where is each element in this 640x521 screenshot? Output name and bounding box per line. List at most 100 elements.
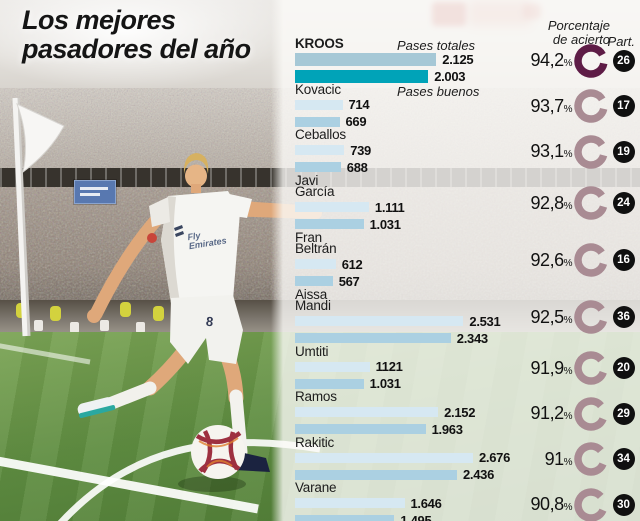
- steward-figure: [120, 302, 131, 317]
- accuracy-ring-chart: [572, 396, 610, 432]
- shirt-sleeve: [225, 193, 252, 218]
- title-line1: Los mejores: [22, 5, 176, 35]
- matches-played-badge: 34: [612, 448, 635, 471]
- player-boot-swinging: [77, 397, 116, 419]
- player-name: Aissa Mandi: [295, 286, 331, 313]
- pases-totales-value: 612: [341, 256, 363, 272]
- shirt-sleeve: [149, 197, 170, 227]
- pases-buenos-bar: [295, 424, 426, 434]
- matches-played-badge: 16: [612, 249, 635, 271]
- accuracy-ring-chart: [572, 350, 610, 386]
- accuracy-ring-chart: [572, 88, 610, 124]
- player-name: Umtiti: [295, 343, 329, 359]
- pases-totales-bar: [295, 498, 405, 508]
- chart-rows: Pases totales KROOS 2.125 2.003 94,2% 26…: [295, 36, 637, 521]
- pases-totales-bar: [295, 407, 439, 417]
- laliga-patch-icon: [147, 233, 157, 243]
- pases-buenos-value: 1.495: [400, 512, 432, 521]
- pases-totales-value: 2.531: [469, 313, 501, 329]
- pases-buenos-value: 567: [338, 273, 360, 289]
- flag-pole: [12, 97, 28, 337]
- bars-area: Ceballos 739 688: [295, 127, 516, 175]
- player-neck: [191, 184, 201, 193]
- matches-played-badge: 17: [612, 95, 635, 118]
- title-line2: pasadores del año: [22, 33, 251, 64]
- pases-buenos-bar: [295, 162, 341, 172]
- bars-area: Pases buenos Kovacic 714 669: [295, 81, 516, 129]
- player-row: Pases totales KROOS 2.125 2.003 94,2% 26: [295, 36, 637, 84]
- player-row: Fran Beltrán 612 567 92,6% 16: [295, 230, 637, 289]
- series-annotation: Pases buenos: [397, 83, 480, 99]
- bars-area: Umtiti 1121 1.031: [295, 343, 516, 391]
- player-sock-swinging: [105, 381, 157, 410]
- accuracy-ring-chart: [572, 487, 610, 521]
- accuracy-percentage: 92,5%: [530, 306, 573, 327]
- pases-buenos-bar: [295, 378, 364, 389]
- steward-figure: [50, 306, 61, 321]
- accuracy-percentage: 92,6%: [530, 249, 573, 270]
- pases-totales-bar: [295, 202, 369, 212]
- accuracy-percentage: 91,2%: [530, 403, 573, 424]
- panel-left-fade: [271, 0, 283, 521]
- bars-area: Fran Beltrán 612 567: [295, 230, 516, 289]
- ball-pattern-accent: [198, 437, 239, 468]
- pases-totales-bar: [295, 452, 473, 463]
- pases-totales-value: 2.125: [442, 51, 474, 67]
- bars-area: Ramos 2.152 1.963: [295, 389, 516, 437]
- accuracy-percentage: 91,9%: [530, 357, 573, 378]
- steward-figure: [153, 306, 164, 321]
- bars-area: Aissa Mandi 2.531 2.343: [295, 286, 516, 346]
- bars-area: Javi García 1.111 1.031: [295, 173, 516, 232]
- matches-played-badge: 20: [612, 357, 635, 380]
- accuracy-percentage: 90,8%: [530, 494, 573, 515]
- pases-buenos-value: 2.343: [456, 330, 488, 346]
- accuracy-ring-chart: [572, 134, 610, 170]
- flag-icon: [16, 103, 65, 174]
- player-row: Ceballos 739 688 93,1% 19: [295, 127, 637, 175]
- goal-line: [0, 456, 259, 514]
- pases-buenos-value: 1.963: [431, 421, 463, 437]
- stadium-chair: [70, 322, 79, 333]
- matches-played-badge: 29: [612, 402, 635, 425]
- pases-buenos-bar: [295, 219, 364, 229]
- player-face: [185, 164, 207, 188]
- player-row: Javi García 1.111 1.031 92,8% 24: [295, 173, 637, 232]
- accuracy-ring-chart: [572, 43, 610, 79]
- pases-totales-value: 1.646: [410, 495, 442, 511]
- bars-area: Rakitic 2.676 2.436: [295, 436, 516, 482]
- player-shirt: [161, 191, 240, 303]
- accuracy-percentage: 91%: [544, 448, 573, 469]
- player-name: Ceballos: [295, 127, 346, 142]
- accuracy-percentage: 92,8%: [530, 192, 573, 213]
- accuracy-ring-chart: [572, 185, 610, 221]
- pases-buenos-value: 669: [345, 114, 367, 129]
- player-name: KROOS: [295, 36, 344, 51]
- pases-buenos-bar: [295, 276, 333, 286]
- pases-buenos-bar: [295, 469, 457, 480]
- pases-totales-bar: [295, 99, 343, 110]
- matches-played-badge: 26: [612, 49, 635, 72]
- pases-totales-bar: [295, 259, 336, 269]
- bars-area: Varane 1.646 1.495: [295, 481, 516, 521]
- pases-buenos-bar: [295, 333, 451, 343]
- pases-totales-value: 2.152: [444, 404, 476, 420]
- header-part: Part.: [607, 34, 635, 49]
- pases-buenos-value: 1.031: [369, 216, 401, 232]
- pases-totales-value: 1.111: [374, 199, 405, 215]
- player-leg-swinging: [142, 344, 192, 396]
- matches-played-badge: 24: [612, 192, 635, 214]
- pases-buenos-value: 688: [346, 159, 368, 175]
- matches-played-badge: 30: [612, 493, 635, 516]
- accuracy-percentage: 93,7%: [530, 95, 573, 116]
- accuracy-percentage: 93,1%: [530, 141, 573, 162]
- player-name: Kovacic: [295, 81, 341, 97]
- player-row: Umtiti 1121 1.031 91,9% 20: [295, 343, 637, 391]
- player-row: Varane 1.646 1.495 90,8% 30: [295, 481, 637, 521]
- pases-totales-bar: [295, 316, 464, 326]
- player-shorts: [170, 295, 243, 364]
- player-hair: [183, 153, 209, 174]
- player-hand: [87, 309, 101, 323]
- player-name: Ramos: [295, 389, 337, 404]
